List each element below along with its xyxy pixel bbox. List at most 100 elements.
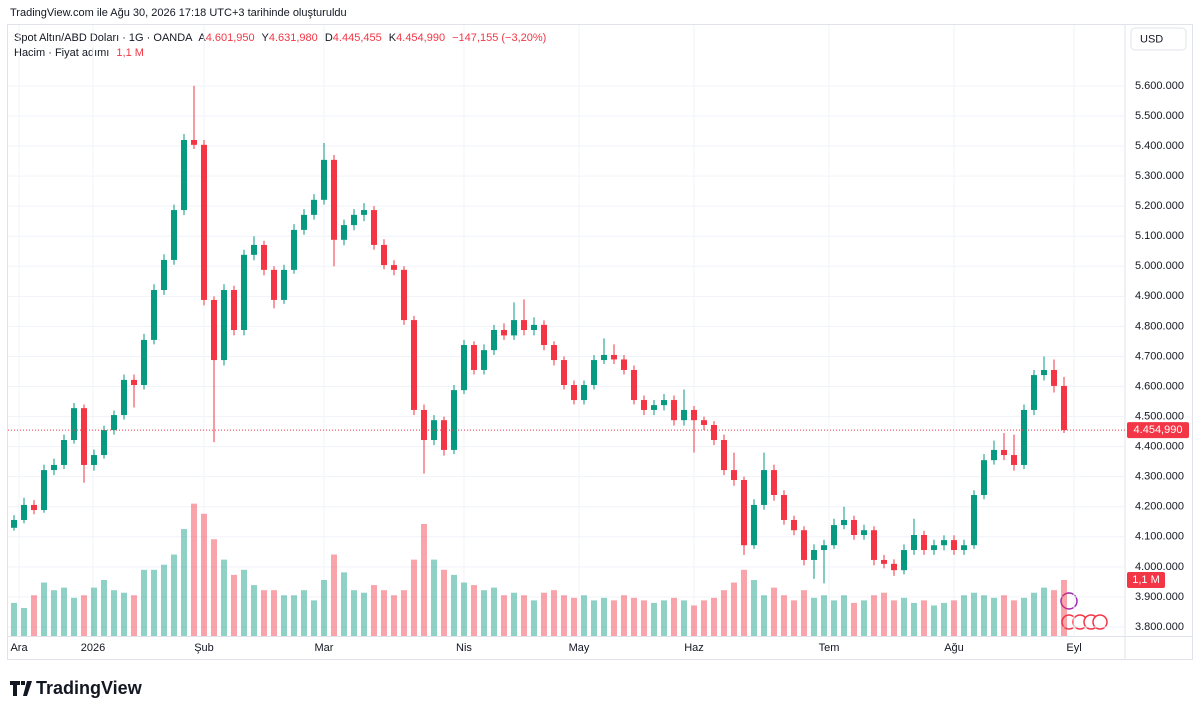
volume-bar	[111, 590, 117, 636]
candle-body	[141, 339, 147, 386]
volume-bar	[671, 597, 677, 636]
volume-bar	[441, 569, 447, 636]
candle-body	[811, 550, 817, 560]
candle-body	[391, 265, 397, 270]
logo-text: TradingView	[36, 678, 143, 698]
event-icon[interactable]	[1092, 614, 1108, 630]
candle-body	[551, 345, 557, 361]
candle-body	[461, 345, 467, 391]
y-tick-label: 4.600.000	[1135, 380, 1184, 392]
volume-bar	[861, 600, 867, 636]
candle-body	[411, 320, 417, 410]
y-tick-label: 5.600.000	[1135, 80, 1184, 92]
candle-body	[641, 400, 647, 410]
volume-bar	[891, 600, 897, 636]
candle-body	[111, 415, 117, 431]
volume-bar	[261, 590, 267, 636]
candle-body	[241, 254, 247, 330]
volume-bar	[1061, 580, 1067, 636]
c-value: 4.454,990	[396, 32, 445, 44]
candle-body	[701, 420, 707, 425]
volume-bar	[141, 569, 147, 636]
candle-body	[221, 290, 227, 361]
volume-bar	[581, 595, 587, 636]
y-tick-label: 4.200.000	[1135, 501, 1184, 513]
volume-bar	[281, 595, 287, 636]
volume-bar	[971, 592, 977, 636]
candle-body	[311, 199, 317, 215]
volume-bar	[631, 597, 637, 636]
volume-value: 1,1 M	[116, 47, 144, 59]
candle-body	[971, 495, 977, 546]
candle-body	[421, 409, 427, 441]
volume-bar	[931, 605, 937, 636]
currency[interactable]: USD	[1140, 33, 1163, 45]
y-tick-label: 4.700.000	[1135, 350, 1184, 362]
header-line: Spot Altın/ABD Doları · 1G · OANDA A4.60…	[14, 32, 546, 44]
candle-body	[321, 159, 327, 200]
candle-body	[911, 535, 917, 551]
candle-body	[831, 525, 837, 546]
volume-bar	[551, 590, 557, 636]
volume-bar	[451, 574, 457, 636]
candle-body	[191, 140, 197, 145]
volume-bar	[1041, 587, 1047, 636]
volume-bar	[351, 590, 357, 636]
candle-body	[951, 540, 957, 551]
volume-bar	[51, 590, 57, 636]
candle-body	[861, 530, 867, 535]
volume-bar	[661, 600, 667, 636]
volume-bar	[811, 597, 817, 636]
volume-bar	[591, 600, 597, 636]
volume-bar	[341, 572, 347, 636]
volume-bar	[501, 595, 507, 636]
volume-bar	[541, 592, 547, 636]
candle-body	[881, 559, 887, 564]
logo-mark	[10, 681, 32, 696]
volume-bar	[531, 600, 537, 636]
y-tick-label: 5.400.000	[1135, 140, 1184, 152]
volume-bar	[91, 587, 97, 636]
x-tick-label: Mar	[315, 642, 334, 654]
candle-body	[581, 385, 587, 401]
candle-body	[291, 229, 297, 270]
candle-body	[961, 545, 967, 551]
candle-body	[511, 320, 517, 336]
candle-body	[201, 144, 207, 300]
volume-bar	[621, 595, 627, 636]
y-tick-label: 4.000.000	[1135, 561, 1184, 573]
volume-bar	[901, 597, 907, 636]
volume-bar	[841, 595, 847, 636]
candle-body	[371, 210, 377, 245]
volume-bar	[961, 595, 967, 636]
volume-last-label: 1,1 M	[1132, 574, 1160, 586]
candle-body	[711, 424, 717, 441]
y-tick-label: 3.800.000	[1135, 621, 1184, 633]
o-value: 4.601,950	[206, 32, 255, 44]
x-tick-label: Ara	[10, 642, 28, 654]
volume-bar	[1031, 592, 1037, 636]
l-label: D	[325, 32, 333, 44]
volume-bar	[411, 559, 417, 636]
candle-body	[531, 324, 537, 330]
volume-bar	[461, 582, 467, 636]
y-tick-label: 4.100.000	[1135, 531, 1184, 543]
volume-bar	[371, 585, 377, 636]
candle-body	[611, 354, 617, 360]
currency-button[interactable]	[1130, 27, 1187, 51]
volume-bar	[831, 600, 837, 636]
volume-bar	[641, 600, 647, 636]
volume-bar	[181, 529, 187, 636]
y-tick-label: 5.100.000	[1135, 230, 1184, 242]
volume-bar	[911, 602, 917, 636]
candle-body	[1011, 455, 1017, 465]
volume-bar	[211, 539, 217, 636]
candle-body	[1061, 385, 1067, 431]
candle-body	[1031, 375, 1037, 410]
candle-body	[451, 390, 457, 450]
candle-body	[671, 400, 677, 421]
candle-body	[621, 359, 627, 370]
created-note: TradingView.com ile Ağu 30, 2026 17:18 U…	[10, 7, 347, 19]
